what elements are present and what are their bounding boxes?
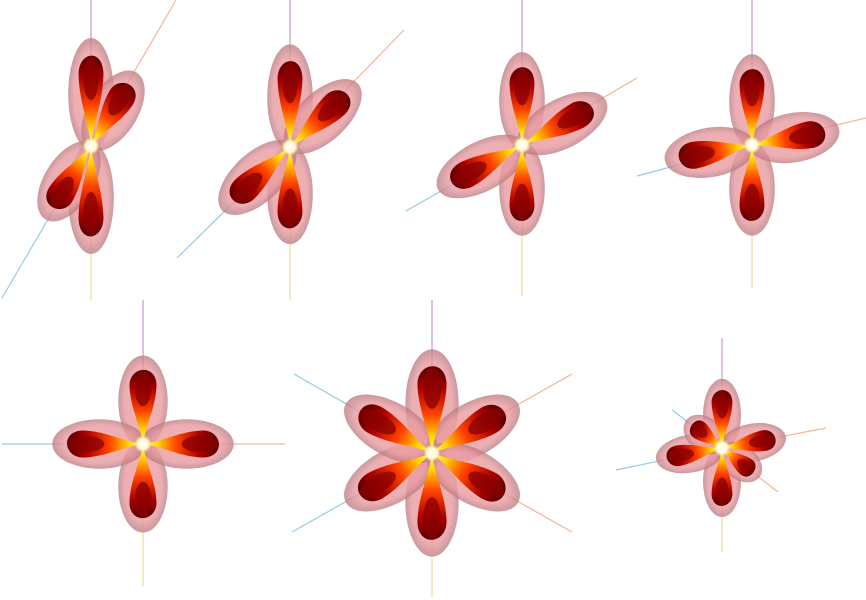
nucleus-hub — [513, 136, 531, 154]
nucleus-hub — [134, 435, 152, 453]
lobe-core — [83, 56, 99, 100]
lobe-core — [514, 183, 530, 221]
lobe-core — [423, 366, 441, 409]
lobe-core — [134, 370, 152, 407]
four-lobe-cross — [2, 300, 285, 586]
lobe-core — [715, 390, 729, 419]
two-axis-lobes-shallow — [405, 0, 638, 296]
two-axis-lobes-near-horizontal — [636, 0, 866, 288]
lobe-core — [744, 69, 760, 107]
two-axis-lobes-steep — [1, 0, 177, 300]
lobe-core — [667, 448, 694, 463]
nucleus-hub — [423, 444, 441, 462]
lobe-core — [108, 84, 132, 116]
lobe-core — [359, 471, 396, 498]
lobe-core — [737, 458, 754, 474]
lobe-core — [715, 477, 729, 506]
lobe-core — [282, 188, 298, 228]
lobe-core — [468, 471, 505, 498]
lobe-core — [134, 481, 152, 518]
nucleus-hub — [713, 439, 731, 457]
lobe-core — [468, 408, 505, 435]
lobe-core — [83, 192, 99, 236]
lobe-core — [181, 435, 219, 453]
lobe-core — [451, 161, 487, 185]
nucleus-hub — [743, 136, 761, 154]
lobe-core — [557, 105, 593, 129]
lobe-core — [282, 61, 298, 104]
two-axis-lobes-tilted — [176, 0, 405, 300]
lobe-core — [359, 408, 396, 435]
nucleus-hub — [82, 137, 100, 155]
lobe-core — [679, 145, 715, 164]
lobe-core — [317, 92, 348, 122]
lobe-core — [749, 434, 776, 448]
lobe-core — [67, 435, 105, 453]
nucleus-hub — [281, 138, 299, 156]
lobe-core — [744, 183, 760, 221]
lobe-core — [789, 126, 825, 145]
lobe-core — [514, 67, 530, 106]
lobe-core — [50, 176, 74, 208]
six-lobe-star — [291, 300, 573, 598]
lobe-core — [423, 497, 441, 540]
lobe-core — [691, 423, 708, 438]
six-lobe-small-star — [615, 338, 827, 552]
lobe-core — [232, 172, 263, 202]
